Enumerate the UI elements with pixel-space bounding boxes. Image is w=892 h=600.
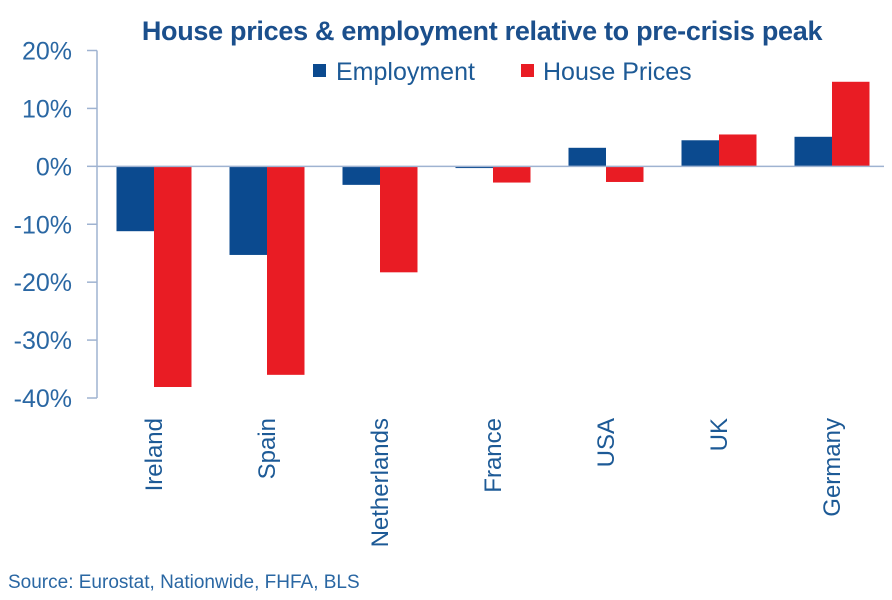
x-tick-label: Spain: [254, 418, 281, 479]
bar-employment-netherlands: [342, 166, 380, 185]
bar-employment-usa: [568, 147, 606, 167]
legend-label-house-prices: House Prices: [543, 58, 692, 86]
y-tick-label: 10%: [22, 95, 72, 123]
legend: Employment House Prices: [313, 58, 692, 86]
legend-swatch-house-prices: [521, 64, 534, 77]
bar-group-netherlands: [342, 166, 418, 273]
bar-group-ireland: [116, 166, 192, 387]
bar-group-spain: [229, 166, 305, 375]
legend-item-employment: Employment: [313, 58, 475, 86]
y-tick-label: -10%: [14, 211, 72, 239]
x-tick-label: France: [480, 418, 507, 493]
bar-house-prices-ireland: [154, 166, 192, 387]
bar-house-prices-usa: [606, 166, 644, 182]
y-axis: 20% 10% 0% -10% -20% -30% -40%: [14, 38, 98, 413]
bar-house-prices-france: [493, 166, 531, 183]
bar-employment-france: [455, 166, 493, 169]
source-note: Source: Eurostat, Nationwide, FHFA, BLS: [8, 572, 360, 593]
y-tick-label: -30%: [14, 327, 72, 355]
legend-swatch-employment: [313, 64, 326, 77]
bar-house-prices-uk: [719, 134, 757, 167]
chart-title: House prices & employment relative to pr…: [142, 16, 824, 46]
bar-employment-germany: [794, 136, 832, 167]
legend-item-house-prices: House Prices: [521, 58, 692, 86]
y-tick-label: 20%: [22, 38, 72, 66]
y-tick-label: 0%: [36, 153, 72, 181]
y-tick-label: -40%: [14, 385, 72, 413]
y-tick-label: -20%: [14, 269, 72, 297]
bar-house-prices-spain: [267, 166, 305, 375]
bar-employment-ireland: [116, 166, 154, 232]
x-tick-label: Ireland: [141, 418, 168, 491]
legend-label-employment: Employment: [336, 58, 475, 86]
bar-group-usa: [568, 147, 644, 182]
bar-employment-spain: [229, 166, 267, 255]
bars: [116, 81, 870, 387]
bar-group-germany: [794, 81, 870, 167]
bar-group-uk: [681, 134, 757, 167]
x-axis-labels: Ireland Spain Netherlands France USA UK German…: [141, 418, 846, 547]
bar-house-prices-netherlands: [380, 166, 418, 273]
x-tick-label: Netherlands: [367, 418, 394, 547]
bar-employment-uk: [681, 140, 719, 167]
x-tick-label: Germany: [819, 418, 846, 517]
x-tick-label: USA: [593, 418, 620, 467]
bar-group-france: [455, 166, 531, 183]
x-tick-label: UK: [706, 418, 733, 451]
bar-house-prices-germany: [832, 81, 870, 167]
